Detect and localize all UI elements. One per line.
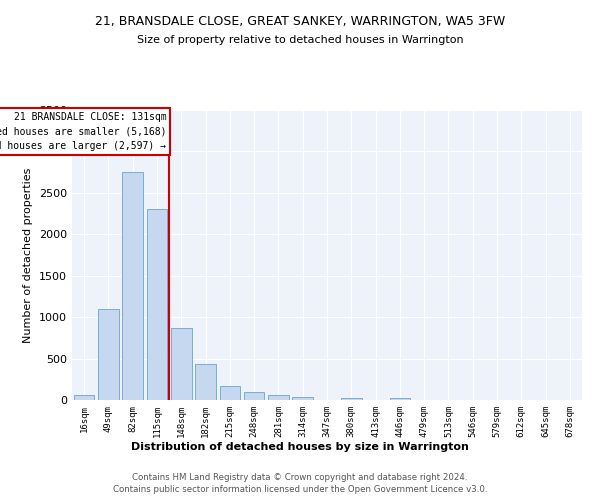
Bar (171, 328, 191, 400)
Bar (389, 398, 410, 400)
Bar (122, 172, 143, 400)
Bar (74, 396, 94, 400)
Y-axis label: Number of detached properties: Number of detached properties (23, 168, 34, 342)
Bar (195, 364, 216, 400)
Bar (146, 210, 167, 400)
Bar (292, 397, 313, 400)
Text: 21, BRANSDALE CLOSE, GREAT SANKEY, WARRINGTON, WA5 3FW: 21, BRANSDALE CLOSE, GREAT SANKEY, WARRI… (95, 15, 505, 28)
Bar (244, 392, 265, 400)
Text: 21 BRANSDALE CLOSE: 131sqm
← 66% of detached houses are smaller (5,168)
33% of s: 21 BRANSDALE CLOSE: 131sqm ← 66% of deta… (0, 112, 166, 152)
Bar (98, 309, 119, 400)
Text: Size of property relative to detached houses in Warrington: Size of property relative to detached ho… (137, 35, 463, 45)
Text: Contains public sector information licensed under the Open Government Licence v3: Contains public sector information licen… (113, 485, 487, 494)
Text: Contains HM Land Registry data © Crown copyright and database right 2024.: Contains HM Land Registry data © Crown c… (132, 472, 468, 482)
Text: Distribution of detached houses by size in Warrington: Distribution of detached houses by size … (131, 442, 469, 452)
Bar (341, 398, 362, 400)
Bar (220, 386, 240, 400)
Bar (268, 395, 289, 400)
